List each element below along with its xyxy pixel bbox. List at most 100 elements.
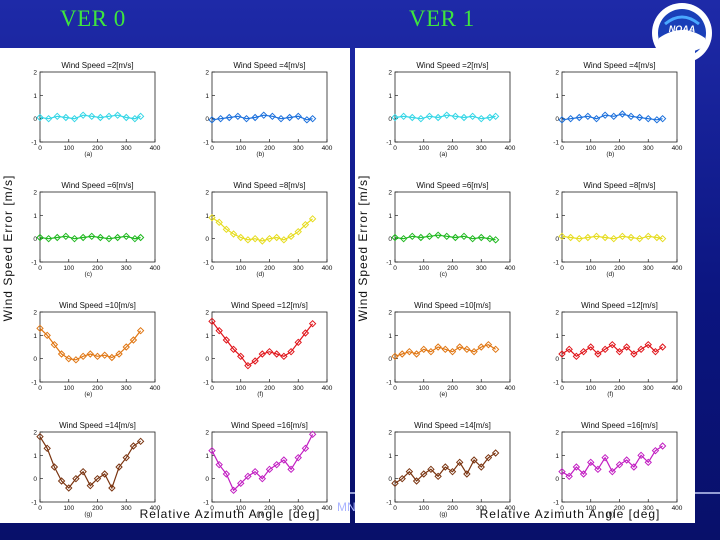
data-point xyxy=(477,343,485,351)
y-tick-label: 1 xyxy=(388,333,392,340)
data-point xyxy=(566,114,575,123)
data-point xyxy=(622,456,631,464)
y-tick-label: 1 xyxy=(555,333,559,340)
data-point xyxy=(301,444,310,453)
data-point xyxy=(129,442,138,450)
y-tick-label: -1 xyxy=(31,260,37,267)
data-point xyxy=(308,430,317,439)
data-point xyxy=(294,338,302,347)
data-point xyxy=(391,479,399,488)
data-point xyxy=(622,343,631,351)
series-line xyxy=(394,452,496,484)
data-point xyxy=(100,470,109,478)
x-tick-label: 400 xyxy=(150,145,161,152)
data-point xyxy=(443,232,451,241)
data-point xyxy=(575,113,583,122)
data-point xyxy=(251,357,259,365)
data-point xyxy=(294,453,302,462)
x-tick-label: 400 xyxy=(150,265,161,272)
data-point xyxy=(36,432,44,441)
subplot-letter: (g) xyxy=(439,511,447,518)
data-point xyxy=(88,112,96,121)
x-tick-label: 100 xyxy=(585,145,596,152)
y-tick-label: 1 xyxy=(555,213,559,220)
y-tick-label: 1 xyxy=(33,213,37,220)
data-point xyxy=(50,463,59,471)
data-point xyxy=(594,465,602,474)
data-point xyxy=(242,114,251,123)
data-point xyxy=(412,350,421,358)
subplot-letter: (h) xyxy=(606,511,614,518)
data-point xyxy=(36,324,44,333)
y-tick-label: -1 xyxy=(31,500,37,507)
data-point xyxy=(455,343,464,351)
data-point xyxy=(434,343,442,351)
x-tick-label: 0 xyxy=(393,385,397,392)
data-point xyxy=(229,345,238,354)
data-point xyxy=(225,113,233,122)
data-point xyxy=(448,467,457,476)
y-tick-label: -1 xyxy=(203,260,209,267)
subplot-letter: (b) xyxy=(606,151,614,158)
subplot-title: Wind Speed =4[m/s] xyxy=(583,61,655,70)
data-point xyxy=(491,345,500,354)
subplot-title: Wind Speed =8[m/s] xyxy=(233,181,305,190)
data-point xyxy=(122,453,130,462)
data-point xyxy=(618,110,627,118)
y-tick-label: -1 xyxy=(203,140,209,147)
data-point xyxy=(79,111,87,119)
plot-frame xyxy=(39,71,156,143)
x-tick-label: 0 xyxy=(560,505,564,512)
data-point xyxy=(491,236,500,244)
data-point xyxy=(630,350,638,358)
data-point xyxy=(391,233,399,242)
subplot-title: Wind Speed =2[m/s] xyxy=(416,61,488,70)
data-point xyxy=(53,233,61,242)
data-point xyxy=(244,361,252,370)
subplot-letter: (a) xyxy=(84,151,92,158)
data-point xyxy=(584,112,592,121)
data-point xyxy=(486,113,494,122)
data-point xyxy=(658,114,667,123)
title-ver1: VER 1 xyxy=(409,6,475,31)
x-tick-label: 100 xyxy=(418,145,429,152)
data-point xyxy=(108,353,116,362)
data-point xyxy=(651,446,660,455)
data-point xyxy=(277,114,285,123)
y-tick-label: 1 xyxy=(205,453,209,460)
data-point xyxy=(216,114,225,123)
data-point xyxy=(405,347,414,356)
y-tick-label: 0 xyxy=(555,476,559,483)
data-point xyxy=(463,470,471,478)
data-point xyxy=(455,458,464,467)
data-point xyxy=(470,347,478,356)
x-tick-label: 400 xyxy=(150,385,161,392)
x-tick-label: 100 xyxy=(235,265,246,272)
data-point xyxy=(460,232,468,241)
data-point xyxy=(468,234,477,243)
data-point xyxy=(36,233,44,242)
series-line xyxy=(561,445,663,478)
x-tick-label: 300 xyxy=(643,385,654,392)
y-tick-label: 2 xyxy=(33,310,37,317)
x-tick-label: 200 xyxy=(92,505,103,512)
data-point xyxy=(237,352,245,361)
data-point xyxy=(308,319,317,328)
data-point xyxy=(572,352,581,361)
plot-frame xyxy=(211,71,328,143)
data-point xyxy=(72,356,80,364)
data-point xyxy=(79,352,87,361)
data-point xyxy=(558,116,566,124)
x-tick-label: 400 xyxy=(322,145,333,152)
plot-frame xyxy=(561,191,678,263)
data-point xyxy=(434,231,442,239)
x-tick-label: 300 xyxy=(476,265,487,272)
data-point xyxy=(115,350,123,358)
x-tick-label: 400 xyxy=(672,505,683,512)
data-point xyxy=(451,233,460,242)
data-point xyxy=(215,326,223,335)
x-tick-label: 0 xyxy=(393,145,397,152)
x-tick-label: 0 xyxy=(210,505,214,512)
data-point xyxy=(565,472,573,481)
